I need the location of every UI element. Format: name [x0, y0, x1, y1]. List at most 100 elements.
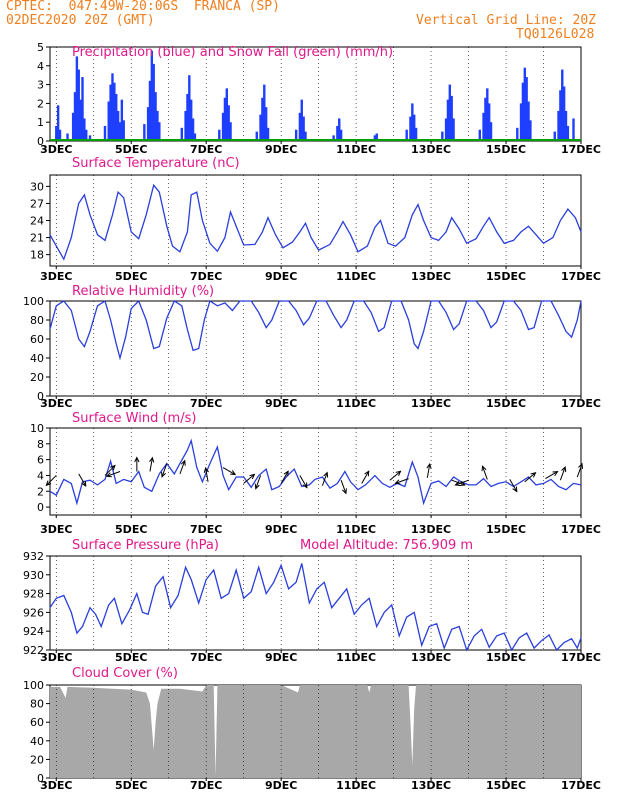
- x-tick-label: 9DEC: [265, 270, 297, 283]
- wind-arrow-head: [394, 479, 401, 485]
- wind-arrow-head: [530, 472, 537, 478]
- precip-bar: [55, 125, 58, 141]
- precip-bar: [77, 69, 80, 141]
- x-tick-label: 3DEC: [40, 397, 72, 410]
- x-tick-label: 15DEC: [486, 523, 526, 536]
- x-tick-label: 17DEC: [561, 397, 601, 410]
- precip-bar: [441, 131, 444, 141]
- wind-arrow-head: [512, 486, 518, 493]
- precip-bar: [156, 110, 159, 141]
- wind-arrow-head: [341, 488, 347, 495]
- y-tick-label: 20: [30, 371, 44, 384]
- precip-bar: [484, 97, 487, 141]
- y-tick-label: 80: [30, 314, 44, 327]
- x-tick-label: 5DEC: [115, 651, 147, 664]
- panel-4: [45, 427, 584, 518]
- precip-bar: [88, 135, 92, 141]
- wind-arrow: [455, 479, 469, 486]
- panel-title: Surface Temperature (nC): [72, 156, 240, 171]
- precip-bar: [263, 84, 266, 141]
- precip-bar: [302, 116, 305, 141]
- panel-frame: [49, 174, 582, 267]
- wind-arrow-head: [395, 470, 402, 476]
- precip-bar: [154, 92, 157, 141]
- x-tick-label: 5DEC: [115, 779, 147, 792]
- precip-bar: [259, 114, 262, 141]
- wind-arrow: [545, 471, 558, 480]
- wind-arrow-head: [230, 470, 237, 476]
- panel-3: [46, 299, 582, 399]
- precip-bar: [229, 122, 232, 141]
- precip-bar: [413, 114, 416, 141]
- wind-arrow: [361, 470, 370, 484]
- wind-arrow: [321, 472, 328, 486]
- panel-5: [46, 555, 582, 653]
- precip-bar: [375, 133, 378, 141]
- y-tick-label: 30: [30, 180, 44, 193]
- precip-bar: [71, 112, 75, 141]
- precip-bar: [564, 110, 568, 141]
- wind-arrow-head: [203, 466, 209, 473]
- precip-bar: [487, 103, 491, 141]
- panel-frame: [49, 555, 582, 651]
- y-tick-label: 100: [23, 679, 44, 692]
- precip-bar: [115, 94, 118, 141]
- wind-arrow: [243, 473, 255, 484]
- wind-arrow: [46, 475, 57, 486]
- y-tick-label: 932: [23, 550, 44, 563]
- precip-bar: [414, 127, 418, 141]
- wind-arrow-head: [81, 480, 87, 487]
- wind-arrow: [161, 463, 168, 477]
- wind-arrow-head: [161, 471, 166, 478]
- precip-bar: [118, 122, 122, 141]
- y-tick-label: 4: [37, 469, 44, 482]
- grid-note: Vertical Grid Line: 20Z: [416, 13, 597, 28]
- precip-bar: [180, 127, 184, 141]
- y-tick-label: 0: [37, 501, 44, 514]
- wind-arrow: [524, 472, 536, 483]
- y-tick-label: 3: [37, 79, 44, 92]
- precip-bar: [184, 110, 187, 141]
- precip-bar: [189, 99, 193, 141]
- x-tick-label: 5DEC: [115, 397, 147, 410]
- precip-bar: [120, 99, 124, 141]
- wind-arrow: [559, 466, 566, 481]
- precip-bar: [66, 133, 69, 141]
- wind-arrow-head: [302, 482, 308, 489]
- y-tick-label: 928: [23, 588, 44, 601]
- y-tick-label: 1: [37, 116, 44, 129]
- x-tick-label: 7DEC: [190, 651, 222, 664]
- precip-bar: [261, 97, 264, 141]
- x-tick-label: 3DEC: [40, 523, 72, 536]
- x-tick-label: 11DEC: [336, 523, 376, 536]
- y-tick-label: 4: [37, 60, 44, 73]
- y-tick-label: 100: [23, 295, 44, 308]
- x-tick-label: 13DEC: [411, 523, 451, 536]
- precip-bar: [186, 94, 189, 141]
- x-tick-label: 11DEC: [336, 779, 376, 792]
- panel-6: [46, 684, 582, 781]
- precip-bar: [81, 77, 84, 141]
- precip-bar: [557, 110, 560, 141]
- wind-arrow-head: [426, 462, 432, 469]
- x-tick-label: 17DEC: [561, 651, 601, 664]
- precip-bar: [519, 103, 523, 141]
- precip-bar: [373, 135, 377, 141]
- precip-bar: [332, 135, 335, 141]
- wind-arrow: [340, 480, 347, 494]
- precip-bar: [148, 80, 152, 141]
- wind-arrow: [395, 478, 409, 484]
- precip-bar: [266, 127, 270, 141]
- x-tick-label: 13DEC: [411, 651, 451, 664]
- model-altitude: Model Altitude: 756.909 m: [300, 538, 473, 553]
- x-tick-label: 17DEC: [561, 523, 601, 536]
- precip-bar: [107, 101, 110, 141]
- precip-bar: [113, 82, 116, 141]
- x-tick-label: 11DEC: [336, 270, 376, 283]
- precip-bar: [478, 129, 482, 141]
- precip-bar: [339, 129, 343, 141]
- x-tick-label: 9DEC: [265, 651, 297, 664]
- precip-bar: [75, 56, 79, 141]
- wind-arrow: [389, 470, 401, 481]
